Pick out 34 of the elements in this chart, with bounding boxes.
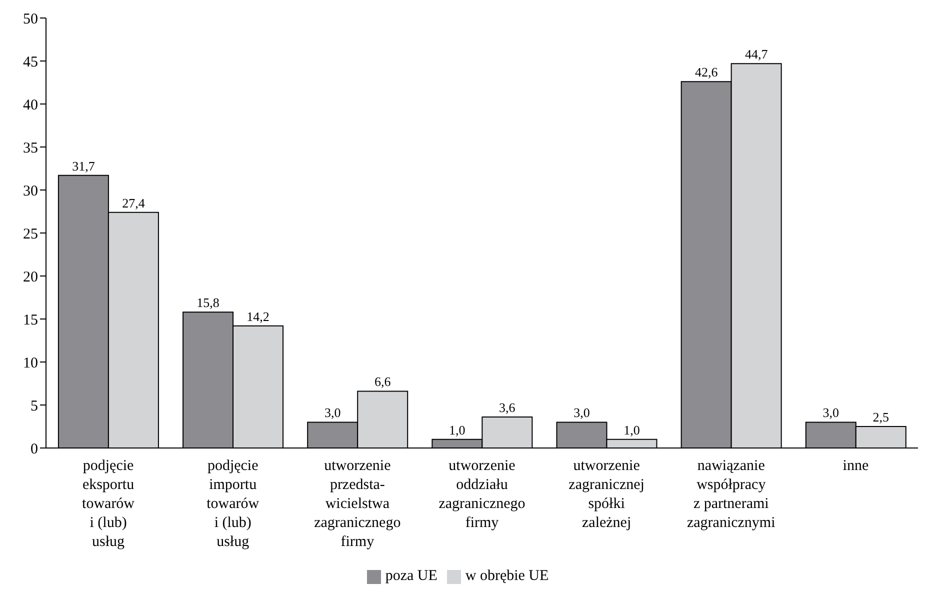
y-tick-label: 5 (30, 398, 38, 414)
data-label: 1,0 (449, 422, 466, 438)
x-tick-label: utworzenie zagranicznej spółki zależnej (568, 458, 644, 531)
data-label: 15,8 (196, 295, 220, 310)
data-label: 27,4 (122, 195, 146, 210)
x-tick-label: podjęcie eksportu towarów i (lub) usług (82, 458, 135, 550)
data-label: 42,6 (694, 64, 718, 80)
x-tick-label: inne (842, 458, 869, 474)
data-label: 31,7 (72, 158, 96, 174)
x-tick-label: utworzenie przedsta- wicielstwa zagranicznego firmy (314, 458, 401, 550)
y-tick-label: 45 (23, 54, 38, 70)
y-tick-label: 35 (23, 140, 38, 156)
y-tick-label: 50 (23, 11, 38, 28)
data-label: 6,6 (374, 374, 392, 390)
y-tick-label: 15 (23, 312, 38, 328)
legend-label: w obrębie UE (465, 568, 549, 584)
data-label: 2,5 (872, 410, 890, 424)
y-tick-label: 30 (23, 183, 38, 200)
y-tick-label: 0 (30, 441, 38, 458)
y-tick-label: 20 (23, 269, 38, 286)
data-label: 1,0 (624, 422, 640, 438)
data-label: 3,0 (574, 405, 590, 420)
x-tick-label: nawiązanie współpracy z partnerami zagranicznymi (686, 458, 776, 531)
x-tick-label: utworzenie oddziału zagranicznego firmy (438, 458, 526, 531)
data-label: 44,7 (744, 46, 768, 62)
data-label: 14,2 (246, 308, 270, 324)
data-label: 3,6 (499, 400, 516, 416)
y-tick-label: 40 (23, 97, 38, 114)
x-tick-label: podjęcie importu towarów i (lub) usług (206, 458, 260, 550)
data-label: 3,0 (324, 405, 341, 420)
y-tick-label: 25 (23, 226, 38, 242)
y-tick-label: 10 (23, 355, 38, 372)
legend-label: poza UE (385, 568, 438, 584)
data-label: 3,0 (822, 405, 840, 420)
